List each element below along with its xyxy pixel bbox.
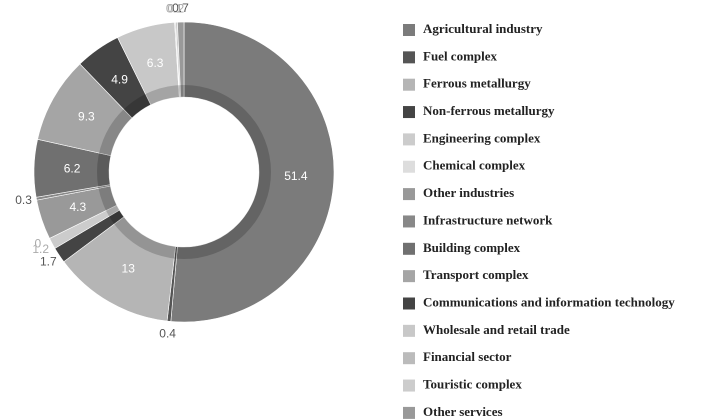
legend-label: Ferrous metallurgy xyxy=(423,76,531,91)
legend-swatch xyxy=(403,51,415,64)
legend-swatch xyxy=(403,160,415,173)
legend-swatch xyxy=(403,24,415,36)
legend-swatch xyxy=(403,106,415,119)
value-label: 0 xyxy=(35,236,42,250)
value-label: 51.4 xyxy=(284,169,308,183)
value-label: 4.9 xyxy=(111,73,128,87)
value-label: 4.3 xyxy=(69,200,86,214)
legend-swatch xyxy=(403,406,415,419)
value-label: 0.4 xyxy=(159,326,176,340)
legend-swatch xyxy=(403,215,415,228)
legend-swatch xyxy=(403,242,415,255)
value-label: 6.3 xyxy=(147,56,164,70)
legend-label: Communications and information technolog… xyxy=(423,294,675,309)
legend-label: Other services xyxy=(423,404,503,419)
legend-label: Transport complex xyxy=(423,267,529,282)
legend-label: Chemical complex xyxy=(423,158,526,173)
legend-swatch xyxy=(403,188,415,201)
value-label: 0.2 xyxy=(167,1,184,15)
legend-label: Non-ferrous metallurgy xyxy=(423,103,555,118)
legend-label: Financial sector xyxy=(423,349,512,364)
slice xyxy=(177,21,185,98)
legend-label: Touristic complex xyxy=(423,377,522,392)
legend-label: Building complex xyxy=(423,240,521,255)
legend-swatch xyxy=(403,270,415,283)
inner-ring xyxy=(97,85,271,259)
legend-swatch xyxy=(403,133,415,146)
value-label: 13 xyxy=(122,261,136,275)
legend-swatch xyxy=(403,352,415,365)
value-label: 9.3 xyxy=(78,109,95,123)
value-label: 1.2 xyxy=(32,242,49,256)
legend-swatch xyxy=(403,324,415,337)
value-label: 0.3 xyxy=(15,193,32,207)
legend-label: Agricultural industry xyxy=(423,21,543,36)
legend-label: Engineering complex xyxy=(423,130,541,145)
value-label: 1.7 xyxy=(40,255,57,269)
value-label: 6.2 xyxy=(64,161,81,175)
legend-swatch xyxy=(403,379,415,392)
value-label: 0.7 xyxy=(172,1,189,15)
value-label: 0.1 xyxy=(166,1,183,15)
legend-label: Other industries xyxy=(423,185,514,200)
legend-swatch xyxy=(403,297,415,310)
legend-swatch xyxy=(403,78,415,91)
legend-label: Infrastructure network xyxy=(423,212,553,227)
legend-label: Wholesale and retail trade xyxy=(423,322,570,337)
slice xyxy=(170,21,335,323)
legend-label: Fuel complex xyxy=(423,48,498,63)
